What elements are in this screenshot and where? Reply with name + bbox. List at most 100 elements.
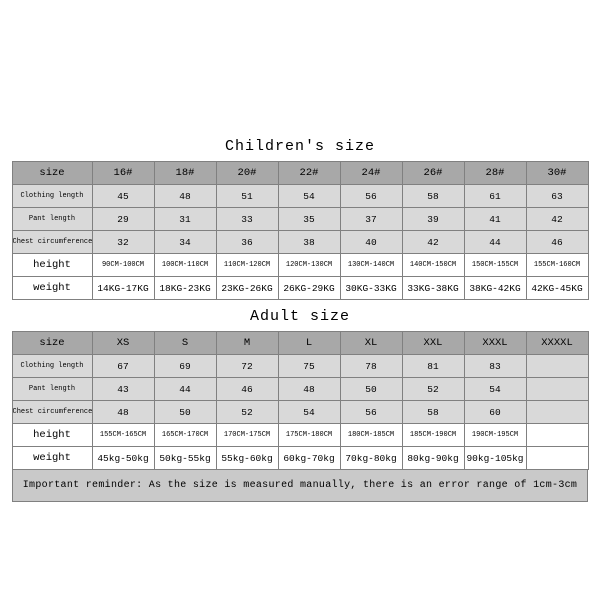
cell: 190CM-195CM (464, 424, 526, 447)
col-header: XL (340, 332, 402, 355)
children-clothing-length-row: Clothing length 45 48 51 54 56 58 61 63 (12, 185, 588, 208)
cell: 48 (92, 401, 154, 424)
cell: 50 (340, 378, 402, 401)
row-label: Pant length (12, 378, 92, 401)
cell: 175CM-180CM (278, 424, 340, 447)
cell: 48 (154, 185, 216, 208)
cell: 63 (526, 185, 588, 208)
col-header: L (278, 332, 340, 355)
adult-weight-row: weight 45kg-50kg 50kg-55kg 55kg-60kg 60k… (12, 447, 588, 470)
cell: 23KG-26KG (216, 277, 278, 300)
row-label: weight (12, 447, 92, 470)
adult-table: size XS S M L XL XXL XXXL XXXXL Clothing… (12, 331, 589, 470)
size-label: size (12, 162, 92, 185)
cell: 26KG-29KG (278, 277, 340, 300)
col-header: XXXL (464, 332, 526, 355)
adult-title: Adult size (0, 300, 600, 331)
cell (526, 378, 588, 401)
cell: 44 (464, 231, 526, 254)
cell: 72 (216, 355, 278, 378)
cell: 60 (464, 401, 526, 424)
cell: 42 (402, 231, 464, 254)
cell: 38 (278, 231, 340, 254)
cell: 130CM-140CM (340, 254, 402, 277)
children-weight-row: weight 14KG-17KG 18KG-23KG 23KG-26KG 26K… (12, 277, 588, 300)
size-chart-page: Children's size size 16# 18# 20# 22# 24#… (0, 0, 600, 600)
cell: 29 (92, 208, 154, 231)
col-header: 24# (340, 162, 402, 185)
cell (526, 424, 588, 447)
col-header: XXL (402, 332, 464, 355)
cell: 75 (278, 355, 340, 378)
col-header: XXXXL (526, 332, 588, 355)
children-chest-row: Chest circumference 1/2 32 34 36 38 40 4… (12, 231, 588, 254)
cell: 54 (278, 401, 340, 424)
cell: 40 (340, 231, 402, 254)
cell: 42KG-45KG (526, 277, 588, 300)
cell: 55kg-60kg (216, 447, 278, 470)
cell: 51 (216, 185, 278, 208)
children-table: size 16# 18# 20# 22# 24# 26# 28# 30# Clo… (12, 161, 589, 300)
cell: 35 (278, 208, 340, 231)
cell: 52 (402, 378, 464, 401)
cell: 18KG-23KG (154, 277, 216, 300)
cell: 45kg-50kg (92, 447, 154, 470)
cell: 170CM-175CM (216, 424, 278, 447)
children-pant-length-row: Pant length 29 31 33 35 37 39 41 42 (12, 208, 588, 231)
children-title: Children's size (0, 130, 600, 161)
size-label: size (12, 332, 92, 355)
cell: 70kg-80kg (340, 447, 402, 470)
col-header: 28# (464, 162, 526, 185)
col-header: 18# (154, 162, 216, 185)
cell: 41 (464, 208, 526, 231)
cell: 46 (216, 378, 278, 401)
cell: 37 (340, 208, 402, 231)
cell: 52 (216, 401, 278, 424)
cell: 67 (92, 355, 154, 378)
cell: 33KG-38KG (402, 277, 464, 300)
cell: 150CM-155CM (464, 254, 526, 277)
col-header: M (216, 332, 278, 355)
col-header: 30# (526, 162, 588, 185)
cell: 90kg-105kg (464, 447, 526, 470)
cell: 81 (402, 355, 464, 378)
row-label: weight (12, 277, 92, 300)
cell: 69 (154, 355, 216, 378)
cell: 155CM-165CM (92, 424, 154, 447)
cell: 165CM-170CM (154, 424, 216, 447)
cell: 42 (526, 208, 588, 231)
row-label: Pant length (12, 208, 92, 231)
cell: 36 (216, 231, 278, 254)
col-header: S (154, 332, 216, 355)
reminder-note: Important reminder: As the size is measu… (12, 470, 588, 502)
cell: 14KG-17KG (92, 277, 154, 300)
cell: 32 (92, 231, 154, 254)
cell: 56 (340, 401, 402, 424)
cell: 56 (340, 185, 402, 208)
cell: 39 (402, 208, 464, 231)
cell: 80kg-90kg (402, 447, 464, 470)
cell: 155CM-160CM (526, 254, 588, 277)
cell: 58 (402, 185, 464, 208)
adult-pant-length-row: Pant length 43 44 46 48 50 52 54 (12, 378, 588, 401)
row-label: Chest circumference 1/2 (12, 401, 92, 424)
cell: 30KG-33KG (340, 277, 402, 300)
row-label: height (12, 254, 92, 277)
cell: 43 (92, 378, 154, 401)
cell: 50 (154, 401, 216, 424)
cell: 120CM-130CM (278, 254, 340, 277)
cell: 180CM-185CM (340, 424, 402, 447)
cell (526, 447, 588, 470)
col-header: 20# (216, 162, 278, 185)
cell: 185CM-190CM (402, 424, 464, 447)
cell: 45 (92, 185, 154, 208)
cell: 46 (526, 231, 588, 254)
adult-chest-row: Chest circumference 1/2 48 50 52 54 56 5… (12, 401, 588, 424)
cell: 58 (402, 401, 464, 424)
cell: 100CM-110CM (154, 254, 216, 277)
adult-height-row: height 155CM-165CM 165CM-170CM 170CM-175… (12, 424, 588, 447)
col-header: XS (92, 332, 154, 355)
col-header: 16# (92, 162, 154, 185)
cell (526, 355, 588, 378)
cell: 61 (464, 185, 526, 208)
